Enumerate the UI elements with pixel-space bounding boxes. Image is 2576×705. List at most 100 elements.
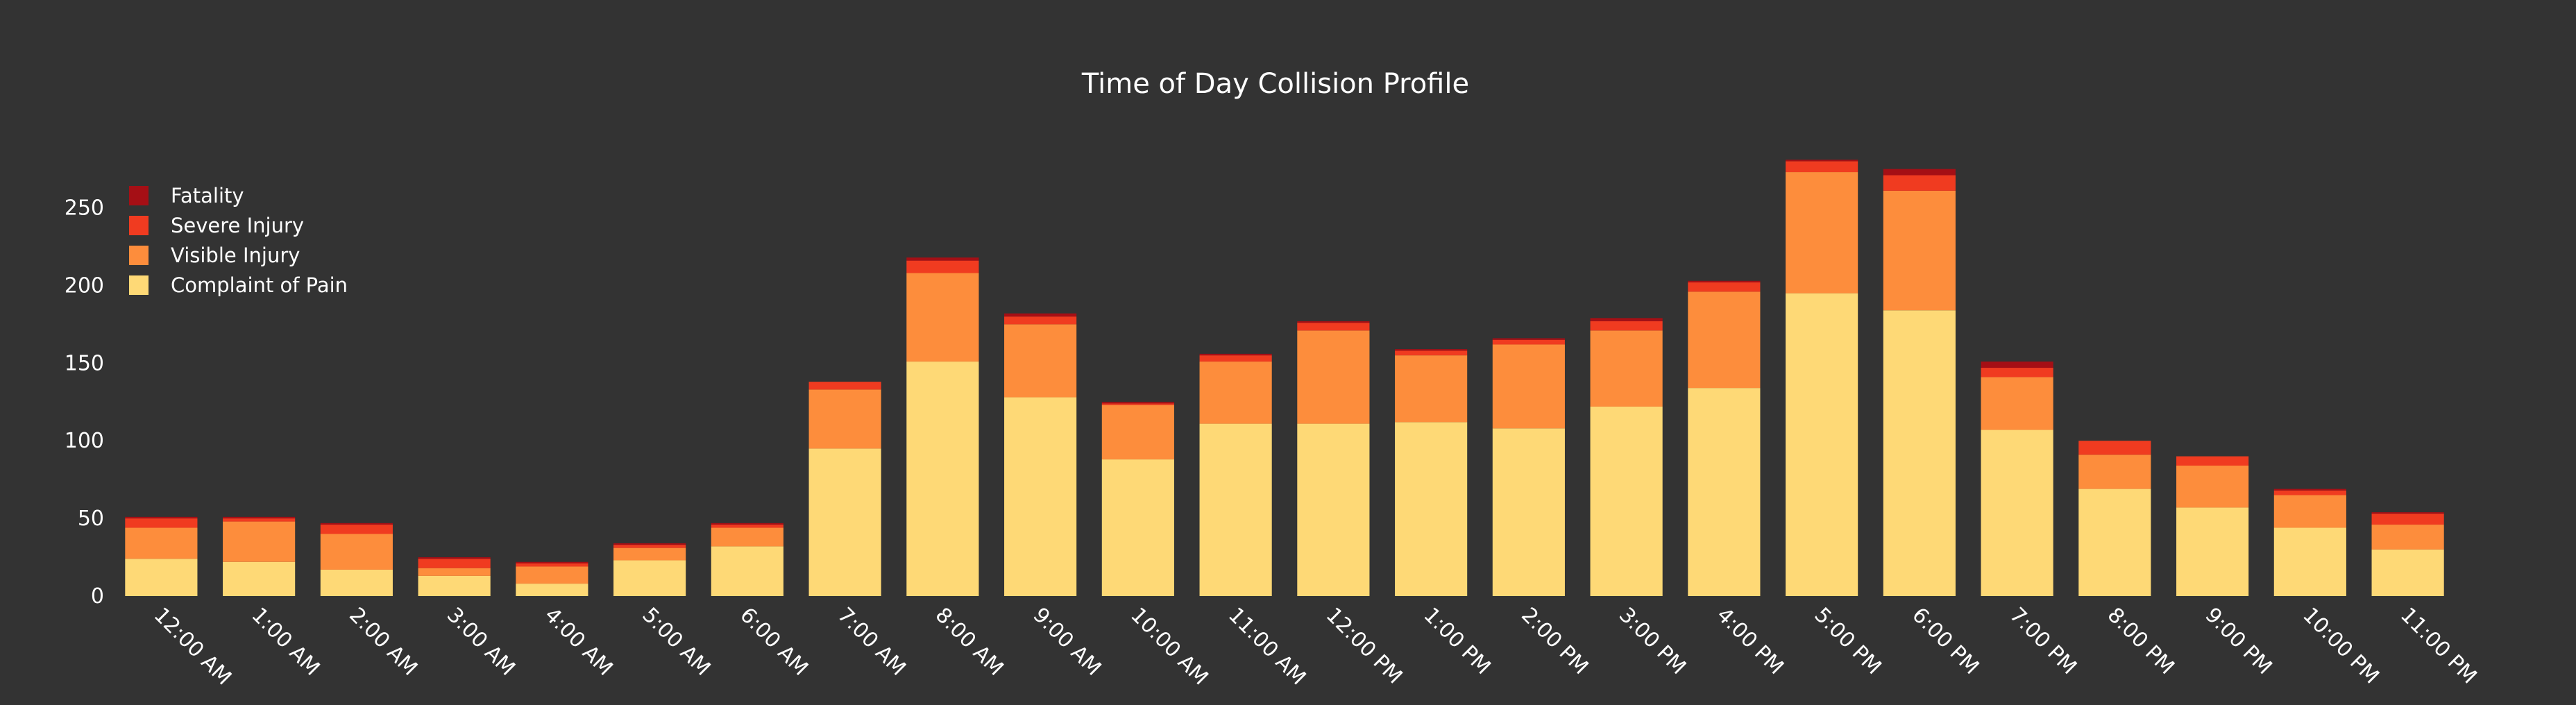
bar-complaint-of-pain[interactable] bbox=[2273, 527, 2346, 596]
bar-complaint-of-pain[interactable] bbox=[1786, 293, 1858, 596]
bar-fatality[interactable] bbox=[1004, 313, 1077, 317]
bar-visible-injury[interactable] bbox=[1981, 377, 2053, 430]
bar-complaint-of-pain[interactable] bbox=[1199, 423, 1272, 596]
bar-severe-injury[interactable] bbox=[711, 525, 783, 528]
bar-stack bbox=[125, 516, 198, 596]
bar-complaint-of-pain[interactable] bbox=[418, 575, 491, 596]
bar-fatality[interactable] bbox=[711, 523, 783, 525]
bar-visible-injury[interactable] bbox=[1883, 190, 1956, 311]
bar-complaint-of-pain[interactable] bbox=[1395, 422, 1468, 596]
bar-fatality[interactable] bbox=[320, 523, 393, 525]
bar-severe-injury[interactable] bbox=[1101, 403, 1174, 405]
bar-fatality[interactable] bbox=[223, 516, 296, 519]
bar-visible-injury[interactable] bbox=[1590, 330, 1663, 407]
bar-visible-injury[interactable] bbox=[1395, 355, 1468, 423]
bar-severe-injury[interactable] bbox=[1688, 282, 1761, 292]
bar-severe-injury[interactable] bbox=[2273, 490, 2346, 495]
bar-severe-injury[interactable] bbox=[1004, 316, 1077, 325]
bar-complaint-of-pain[interactable] bbox=[1101, 459, 1174, 596]
bar-severe-injury[interactable] bbox=[613, 545, 686, 548]
bar-fatality[interactable] bbox=[1883, 169, 1956, 176]
bar-fatality[interactable] bbox=[2273, 489, 2346, 491]
bar-severe-injury[interactable] bbox=[1395, 350, 1468, 356]
bar-fatality[interactable] bbox=[1297, 321, 1370, 323]
bar-complaint-of-pain[interactable] bbox=[711, 546, 783, 596]
bar-complaint-of-pain[interactable] bbox=[2371, 549, 2444, 596]
bar-fatality[interactable] bbox=[2371, 512, 2444, 514]
legend-item[interactable]: Fatality bbox=[129, 184, 244, 207]
bar-fatality[interactable] bbox=[906, 257, 979, 261]
bar-complaint-of-pain[interactable] bbox=[125, 559, 198, 596]
bar-visible-injury[interactable] bbox=[1297, 330, 1370, 424]
bar-fatality[interactable] bbox=[1492, 338, 1565, 340]
bar-complaint-of-pain[interactable] bbox=[1297, 423, 1370, 596]
bar-visible-injury[interactable] bbox=[320, 534, 393, 570]
bar-visible-injury[interactable] bbox=[711, 527, 783, 547]
bar-complaint-of-pain[interactable] bbox=[1004, 397, 1077, 596]
bar-visible-injury[interactable] bbox=[1199, 362, 1272, 424]
bar-complaint-of-pain[interactable] bbox=[613, 560, 686, 596]
bar-visible-injury[interactable] bbox=[808, 389, 881, 449]
bar-complaint-of-pain[interactable] bbox=[516, 584, 588, 596]
bar-visible-injury[interactable] bbox=[516, 566, 588, 584]
bar-visible-injury[interactable] bbox=[223, 521, 296, 562]
legend-item[interactable]: Complaint of Pain bbox=[129, 273, 348, 297]
bar-severe-injury[interactable] bbox=[1199, 355, 1272, 362]
bar-complaint-of-pain[interactable] bbox=[1688, 388, 1761, 596]
legend[interactable]: Fatality Severe Injury Visible Injury Compl… bbox=[129, 184, 348, 297]
bar-visible-injury[interactable] bbox=[418, 568, 491, 576]
bar-fatality[interactable] bbox=[125, 516, 198, 519]
bar-severe-injury[interactable] bbox=[906, 260, 979, 273]
bar-severe-injury[interactable] bbox=[2371, 513, 2444, 525]
bar-fatality[interactable] bbox=[516, 561, 588, 564]
bar-fatality[interactable] bbox=[1786, 160, 1858, 162]
bar-severe-injury[interactable] bbox=[2078, 441, 2151, 455]
bar-complaint-of-pain[interactable] bbox=[2176, 507, 2249, 596]
bar-fatality[interactable] bbox=[1688, 280, 1761, 282]
bar-severe-injury[interactable] bbox=[1492, 339, 1565, 345]
bar-fatality[interactable] bbox=[1199, 353, 1272, 356]
bar-severe-injury[interactable] bbox=[418, 559, 491, 568]
bar-visible-injury[interactable] bbox=[2078, 455, 2151, 489]
bar-stack bbox=[418, 557, 491, 596]
bar-severe-injury[interactable] bbox=[1297, 323, 1370, 331]
bar-visible-injury[interactable] bbox=[2371, 525, 2444, 550]
legend-item[interactable]: Severe Injury bbox=[129, 214, 304, 237]
bar-visible-injury[interactable] bbox=[125, 527, 198, 559]
bar-fatality[interactable] bbox=[1981, 362, 2053, 368]
bar-fatality[interactable] bbox=[1590, 318, 1663, 321]
bar-complaint-of-pain[interactable] bbox=[1492, 428, 1565, 596]
bar-visible-injury[interactable] bbox=[1492, 344, 1565, 429]
bar-visible-injury[interactable] bbox=[2176, 466, 2249, 508]
bar-severe-injury[interactable] bbox=[223, 518, 296, 522]
bar-visible-injury[interactable] bbox=[1688, 291, 1761, 389]
bar-fatality[interactable] bbox=[1395, 349, 1468, 351]
bar-visible-injury[interactable] bbox=[613, 547, 686, 561]
bar-visible-injury[interactable] bbox=[1786, 172, 1858, 294]
bar-complaint-of-pain[interactable] bbox=[1883, 310, 1956, 596]
bar-severe-injury[interactable] bbox=[1590, 321, 1663, 331]
bar-visible-injury[interactable] bbox=[906, 273, 979, 362]
bar-fatality[interactable] bbox=[613, 543, 686, 545]
bar-severe-injury[interactable] bbox=[2176, 456, 2249, 466]
bar-severe-injury[interactable] bbox=[125, 518, 198, 528]
bar-fatality[interactable] bbox=[1101, 402, 1174, 404]
bar-severe-injury[interactable] bbox=[1981, 368, 2053, 377]
bar-complaint-of-pain[interactable] bbox=[2078, 489, 2151, 596]
bar-severe-injury[interactable] bbox=[1883, 175, 1956, 191]
bar-severe-injury[interactable] bbox=[320, 525, 393, 534]
bar-fatality[interactable] bbox=[418, 557, 491, 559]
bar-complaint-of-pain[interactable] bbox=[1590, 406, 1663, 596]
bar-severe-injury[interactable] bbox=[1786, 161, 1858, 173]
bar-complaint-of-pain[interactable] bbox=[1981, 430, 2053, 596]
bar-complaint-of-pain[interactable] bbox=[808, 448, 881, 596]
bar-visible-injury[interactable] bbox=[1101, 405, 1174, 460]
legend-item[interactable]: Visible Injury bbox=[129, 244, 300, 267]
bar-visible-injury[interactable] bbox=[2273, 495, 2346, 528]
bar-severe-injury[interactable] bbox=[516, 563, 588, 567]
bar-complaint-of-pain[interactable] bbox=[320, 569, 393, 596]
bar-severe-injury[interactable] bbox=[808, 382, 881, 390]
bar-complaint-of-pain[interactable] bbox=[223, 561, 296, 596]
bar-visible-injury[interactable] bbox=[1004, 324, 1077, 398]
bar-complaint-of-pain[interactable] bbox=[906, 362, 979, 596]
